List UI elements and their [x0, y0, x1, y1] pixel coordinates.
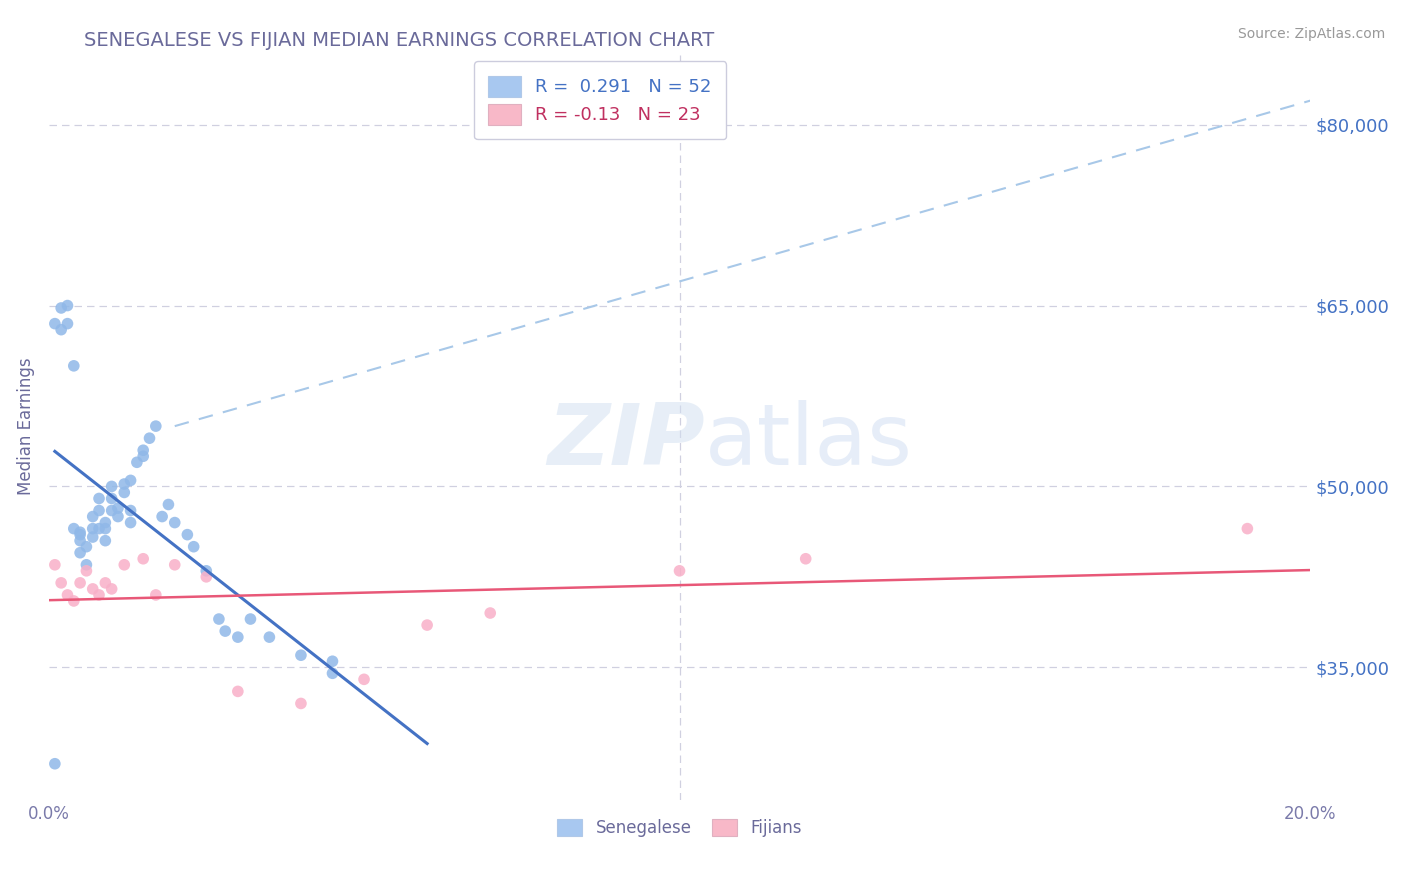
- Point: [56, 299, 79, 313]
- Point: [290, 648, 312, 663]
- Point: [112, 477, 135, 491]
- Point: [112, 558, 135, 572]
- Point: [107, 501, 129, 516]
- Legend: Senegalese, Fijians: Senegalese, Fijians: [551, 813, 808, 844]
- Point: [150, 509, 173, 524]
- Point: [87, 503, 110, 517]
- Point: [157, 498, 180, 512]
- Point: [226, 684, 249, 698]
- Point: [138, 431, 160, 445]
- Point: [75, 558, 97, 572]
- Point: [321, 654, 343, 668]
- Point: [87, 522, 110, 536]
- Point: [69, 527, 91, 541]
- Point: [75, 564, 97, 578]
- Point: [321, 666, 343, 681]
- Point: [208, 612, 231, 626]
- Point: [51, 575, 73, 590]
- Point: [51, 323, 73, 337]
- Point: [1236, 522, 1258, 536]
- Point: [62, 522, 84, 536]
- Point: [62, 359, 84, 373]
- Point: [56, 317, 79, 331]
- Point: [479, 606, 502, 620]
- Point: [107, 509, 129, 524]
- Point: [69, 575, 91, 590]
- Point: [120, 503, 142, 517]
- Text: ZIP: ZIP: [547, 400, 704, 483]
- Point: [75, 540, 97, 554]
- Point: [794, 551, 817, 566]
- Point: [51, 301, 73, 315]
- Point: [44, 558, 66, 572]
- Point: [87, 588, 110, 602]
- Point: [163, 516, 186, 530]
- Point: [69, 533, 91, 548]
- Point: [94, 533, 117, 548]
- Point: [82, 530, 104, 544]
- Point: [112, 485, 135, 500]
- Point: [183, 540, 205, 554]
- Y-axis label: Median Earnings: Median Earnings: [17, 358, 35, 495]
- Text: SENEGALESE VS FIJIAN MEDIAN EARNINGS CORRELATION CHART: SENEGALESE VS FIJIAN MEDIAN EARNINGS COR…: [84, 31, 714, 50]
- Text: atlas: atlas: [704, 400, 912, 483]
- Point: [94, 522, 117, 536]
- Point: [120, 516, 142, 530]
- Point: [145, 419, 167, 434]
- Point: [44, 317, 66, 331]
- Point: [82, 509, 104, 524]
- Point: [195, 570, 218, 584]
- Point: [100, 582, 122, 596]
- Point: [125, 455, 148, 469]
- Point: [62, 594, 84, 608]
- Point: [56, 588, 79, 602]
- Point: [353, 673, 375, 687]
- Point: [100, 503, 122, 517]
- Point: [226, 630, 249, 644]
- Point: [214, 624, 236, 639]
- Point: [416, 618, 439, 632]
- Point: [94, 516, 117, 530]
- Point: [132, 450, 155, 464]
- Point: [176, 527, 198, 541]
- Point: [44, 756, 66, 771]
- Point: [132, 551, 155, 566]
- Point: [100, 491, 122, 506]
- Point: [195, 564, 218, 578]
- Point: [239, 612, 262, 626]
- Point: [145, 588, 167, 602]
- Point: [94, 575, 117, 590]
- Point: [290, 697, 312, 711]
- Point: [120, 474, 142, 488]
- Point: [668, 564, 690, 578]
- Point: [82, 522, 104, 536]
- Point: [132, 443, 155, 458]
- Point: [69, 546, 91, 560]
- Text: Source: ZipAtlas.com: Source: ZipAtlas.com: [1237, 27, 1385, 41]
- Point: [163, 558, 186, 572]
- Point: [259, 630, 281, 644]
- Point: [100, 479, 122, 493]
- Point: [82, 582, 104, 596]
- Point: [87, 491, 110, 506]
- Point: [69, 525, 91, 540]
